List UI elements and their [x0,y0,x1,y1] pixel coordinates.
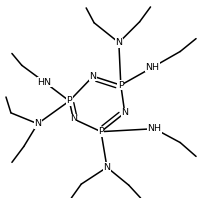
Text: N: N [115,38,122,47]
Text: N: N [70,114,77,123]
Text: NH: NH [145,63,159,72]
Text: P: P [118,81,124,90]
Text: P: P [67,96,72,106]
Text: N: N [34,119,41,128]
Text: HN: HN [37,78,52,87]
Text: P: P [98,127,104,136]
Text: NH: NH [147,124,162,133]
Text: N: N [90,72,97,81]
Text: N: N [103,163,110,172]
Text: N: N [121,108,128,117]
